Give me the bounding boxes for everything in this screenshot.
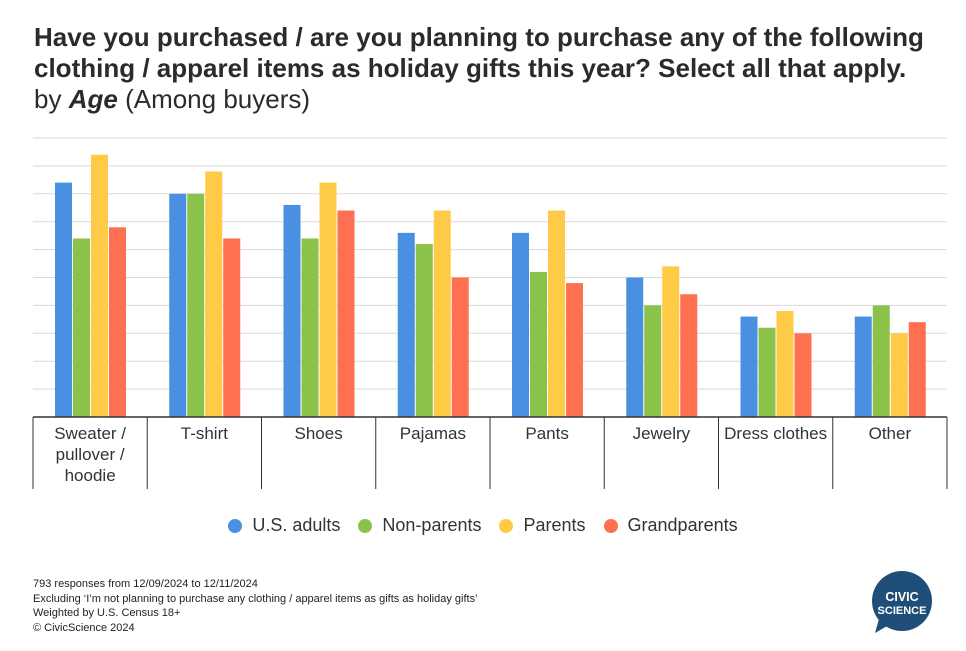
chart-title: Have you purchased / are you planning to… <box>34 22 934 115</box>
bar-grandparents-4 <box>566 283 583 417</box>
bar-u-s-adults-1 <box>169 193 187 417</box>
bar-non-parents-4 <box>530 271 547 417</box>
bar-u-s-adults-5 <box>626 277 644 417</box>
legend: U.S. adults Non-parents Parents Grandparent… <box>0 515 966 536</box>
category-label: hoodie <box>65 466 116 485</box>
bar-u-s-adults-6 <box>740 316 758 417</box>
bar-non-parents-6 <box>758 327 776 417</box>
bar-u-s-adults-0 <box>55 182 72 417</box>
title-segment: Age <box>68 84 118 114</box>
category-label: Dress clothes <box>724 424 827 443</box>
svg-text:SCIENCE: SCIENCE <box>878 605 927 617</box>
bar-non-parents-3 <box>415 244 433 417</box>
legend-marker <box>499 518 514 533</box>
bar-grandparents-2 <box>337 210 355 417</box>
bar-chart: Sweater / pullover / hoodie T-shirt Shoes Paj… <box>32 137 948 489</box>
legend-item: Non-parents <box>358 515 481 536</box>
category-label: Jewelry <box>633 424 691 443</box>
footnote-responses: 793 responses from 12/09/2024 to 12/11/2… <box>33 578 258 590</box>
category-label: Pants <box>525 424 568 443</box>
bar-u-s-adults-2 <box>283 204 301 417</box>
legend-marker <box>358 518 373 533</box>
bar-u-s-adults-7 <box>854 316 872 417</box>
bar-parents-0 <box>91 154 108 418</box>
category-label: pullover / <box>56 445 125 464</box>
bar-parents-3 <box>433 210 451 417</box>
bar-parents-4 <box>548 210 565 417</box>
legend-marker <box>603 518 618 533</box>
legend-label: Parents <box>523 515 586 535</box>
legend-item: U.S. adults <box>228 515 340 536</box>
footnote-exclusion: Excluding ‘I’m not planning to purchase … <box>33 592 478 605</box>
bar-grandparents-0 <box>109 227 126 417</box>
svg-text:CIVIC: CIVIC <box>885 590 918 604</box>
bar-grandparents-6 <box>794 333 812 417</box>
bar-grandparents-7 <box>908 322 926 417</box>
legend-label: Grandparents <box>627 515 738 535</box>
legend-marker <box>228 518 243 533</box>
bar-non-parents-7 <box>872 305 890 417</box>
footnote-copyright: © CivicScience 2024 <box>33 621 135 634</box>
bar-parents-5 <box>662 266 680 417</box>
title-question: Have you purchased / are you planning to… <box>34 22 924 83</box>
bar-grandparents-1 <box>223 238 241 417</box>
bar-non-parents-1 <box>187 193 205 417</box>
bar-grandparents-3 <box>451 277 469 417</box>
category-label: Sweater / <box>54 424 126 443</box>
bar-u-s-adults-3 <box>397 232 415 417</box>
bar-grandparents-5 <box>680 294 698 417</box>
title-suffix: (Among buyers) <box>125 84 311 114</box>
bar-parents-1 <box>205 171 223 417</box>
bar-non-parents-0 <box>73 238 90 417</box>
category-label: Other <box>869 424 912 443</box>
bar-non-parents-5 <box>644 305 662 417</box>
footnotes: 793 responses from 12/09/2024 to 12/11/2… <box>33 577 478 635</box>
title-by: by <box>34 84 62 114</box>
legend-label: U.S. adults <box>252 515 341 535</box>
footnote-weighting: Weighted by U.S. Census 18+ <box>33 607 181 619</box>
bar-parents-2 <box>319 182 337 417</box>
bar-parents-6 <box>776 310 794 417</box>
category-label: Shoes <box>295 424 343 443</box>
category-label: T-shirt <box>181 424 229 443</box>
civicscience-logo: CIVIC SCIENCE <box>872 571 932 633</box>
legend-item: Parents <box>499 515 586 536</box>
bar-parents-7 <box>890 333 908 417</box>
legend-item: Grandparents <box>603 515 738 536</box>
bar-non-parents-2 <box>301 238 319 417</box>
bar-u-s-adults-4 <box>512 232 529 417</box>
legend-label: Non-parents <box>382 515 482 535</box>
category-label: Pajamas <box>400 424 466 443</box>
